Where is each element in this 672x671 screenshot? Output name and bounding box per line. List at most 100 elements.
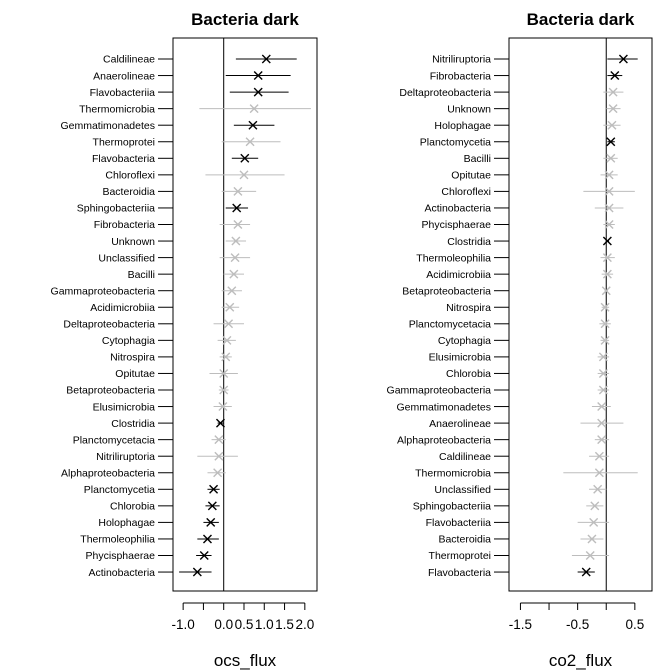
forest-row: Nitriliruptoria bbox=[96, 451, 238, 463]
row-label: Sphingobacteriia bbox=[77, 203, 155, 215]
forest-row: Sphingobacteriia bbox=[413, 501, 604, 513]
forest-row: Nitrospira bbox=[446, 302, 610, 314]
estimate-marker bbox=[233, 220, 243, 229]
row-label: Anaerolineae bbox=[93, 70, 155, 82]
estimate-marker bbox=[608, 104, 618, 114]
forest-row: Fibrobacteria bbox=[94, 219, 251, 231]
row-label: Thermoleophilia bbox=[80, 534, 155, 546]
row-label: Chlorobia bbox=[110, 501, 155, 513]
forest-row: Gemmatimonadetes bbox=[60, 120, 275, 132]
forest-row: Thermomicrobia bbox=[415, 467, 638, 479]
estimate-marker bbox=[231, 236, 241, 246]
forest-row: Phycisphaerae bbox=[422, 219, 615, 231]
row-label: Thermomicrobia bbox=[79, 103, 155, 115]
row-label: Alphaproteobacteria bbox=[61, 467, 155, 479]
estimate-marker bbox=[604, 186, 614, 196]
forest-row: Fibrobacteria bbox=[430, 70, 623, 82]
row-label: Gammaproteobacteria bbox=[51, 285, 156, 297]
row-label: Caldilineae bbox=[103, 54, 155, 66]
row-label: Chloroflexi bbox=[105, 170, 155, 182]
row-label: Flavobacteriia bbox=[426, 517, 492, 529]
forest-row: Gammaproteobacteria bbox=[51, 285, 242, 297]
estimate-marker bbox=[240, 153, 250, 163]
row-label: Planctomycetia bbox=[84, 484, 155, 496]
forest-row: Alphaproteobacteria bbox=[397, 434, 610, 446]
row-label: Opitutae bbox=[115, 368, 155, 380]
forest-row: Deltaproteobacteria bbox=[63, 319, 244, 331]
row-label: Planctomycetacia bbox=[409, 319, 491, 331]
estimate-marker bbox=[587, 534, 597, 544]
x-tick-label: -1.0 bbox=[172, 617, 195, 632]
estimate-marker bbox=[206, 517, 216, 527]
estimate-marker bbox=[248, 120, 258, 130]
forest-row: Gammaproteobacteria bbox=[387, 385, 610, 397]
forest-row: Actinobacteria bbox=[88, 567, 212, 579]
estimate-marker bbox=[213, 468, 223, 478]
row-label: Nitriliruptoria bbox=[432, 54, 491, 66]
forest-row: Opitutae bbox=[451, 170, 618, 182]
estimate-marker bbox=[253, 87, 263, 97]
forest-row: Anaerolineae bbox=[429, 418, 624, 430]
estimate-marker bbox=[218, 402, 228, 412]
x-tick-label: 0.5 bbox=[235, 617, 254, 632]
row-label: Acidimicrobiia bbox=[90, 302, 155, 314]
row-label: Elusimicrobia bbox=[429, 352, 492, 364]
estimate-marker bbox=[597, 402, 607, 412]
estimate-marker bbox=[207, 501, 217, 511]
estimate-marker bbox=[249, 104, 259, 114]
estimate-marker bbox=[199, 551, 209, 560]
row-label: Betaproteobacteria bbox=[66, 385, 155, 397]
row-label: Planctomycetacia bbox=[73, 434, 155, 446]
estimate-marker bbox=[253, 71, 263, 81]
x-tick-label: 2.0 bbox=[295, 617, 314, 632]
forest-row: Flavobacteria bbox=[428, 567, 595, 579]
forest-row: Cytophagia bbox=[102, 335, 236, 347]
estimate-marker bbox=[581, 567, 591, 577]
forest-row: Bacilli bbox=[128, 269, 244, 281]
row-label: Bacilli bbox=[464, 153, 491, 165]
row-label: Betaproteobacteria bbox=[402, 285, 491, 297]
forest-row: Cytophagia bbox=[438, 335, 610, 347]
estimate-marker bbox=[202, 534, 212, 544]
forest-row: Bacteroidia bbox=[102, 186, 257, 198]
estimate-marker bbox=[601, 286, 611, 296]
estimate-marker bbox=[606, 137, 616, 147]
forest-row: Thermoprotei bbox=[93, 136, 281, 148]
row-label: Actinobacteria bbox=[88, 567, 155, 579]
row-label: Sphingobacteriia bbox=[413, 501, 491, 513]
forest-row: Betaproteobacteria bbox=[66, 385, 229, 397]
forest-row: Bacilli bbox=[464, 153, 618, 165]
estimate-marker bbox=[606, 153, 616, 163]
row-label: Chloroflexi bbox=[441, 186, 491, 198]
row-label: Actinobacteria bbox=[424, 203, 491, 215]
forest-row: Flavobacteriia bbox=[426, 517, 610, 529]
row-label: Holophagae bbox=[434, 120, 491, 132]
forest-row: Caldilineae bbox=[103, 54, 297, 66]
estimate-marker bbox=[600, 302, 610, 312]
row-label: Chlorobia bbox=[446, 368, 491, 380]
estimate-marker bbox=[607, 120, 617, 130]
row-label: Unclassified bbox=[434, 484, 491, 496]
estimate-marker bbox=[594, 451, 604, 461]
estimate-marker bbox=[225, 302, 235, 312]
estimate-marker bbox=[597, 435, 607, 445]
estimate-marker bbox=[594, 468, 604, 478]
estimate-marker bbox=[590, 501, 600, 511]
forest-row: Alphaproteobacteria bbox=[61, 467, 226, 479]
estimate-marker bbox=[597, 418, 607, 428]
estimate-marker bbox=[219, 385, 229, 395]
estimate-marker bbox=[598, 352, 608, 362]
estimate-marker bbox=[604, 220, 614, 229]
row-label: Bacteroidia bbox=[102, 186, 155, 198]
row-label: Anaerolineae bbox=[429, 418, 491, 430]
panel-title: Bacteria dark bbox=[191, 10, 299, 29]
estimate-marker bbox=[214, 435, 224, 445]
row-label: Thermoprotei bbox=[93, 136, 155, 148]
x-tick-label: 0.5 bbox=[625, 617, 644, 632]
forest-row: Gemmatimonadetes bbox=[396, 401, 611, 413]
x-tick-label: 1.0 bbox=[255, 617, 274, 632]
x-tick-label: -1.5 bbox=[509, 617, 532, 632]
row-label: Gammaproteobacteria bbox=[387, 385, 492, 397]
forest-row: Actinobacteria bbox=[424, 203, 624, 215]
